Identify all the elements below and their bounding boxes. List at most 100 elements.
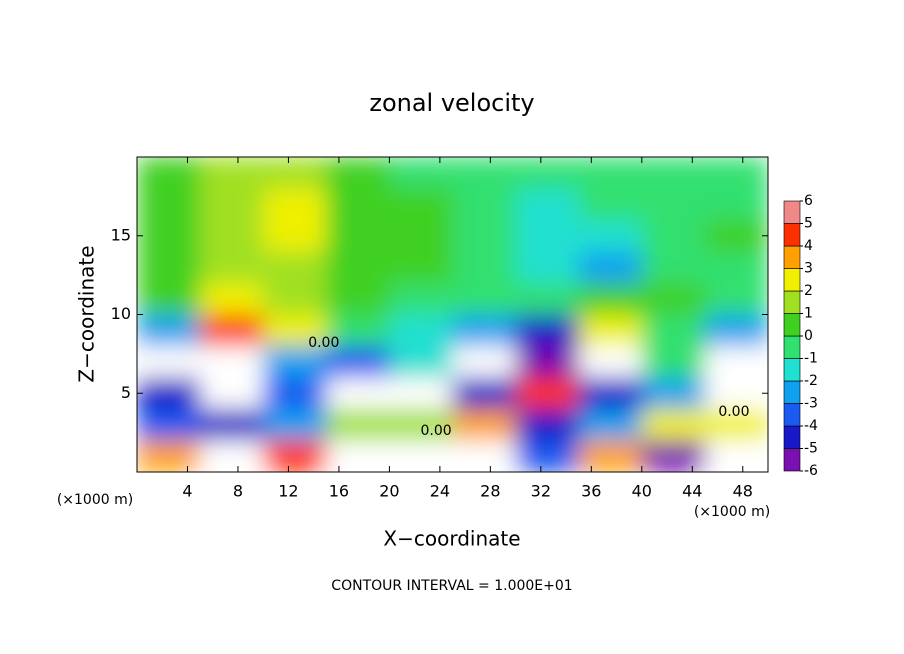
cell (515, 409, 580, 441)
cell (515, 377, 580, 410)
cell (326, 346, 390, 378)
cell (200, 377, 264, 410)
contour-label: 0.00 (421, 423, 452, 439)
cell (704, 157, 768, 189)
cell (137, 220, 201, 252)
cell (137, 440, 201, 472)
cell (452, 440, 517, 472)
cell (452, 157, 517, 189)
cell (263, 283, 327, 315)
cell (641, 409, 706, 441)
cells (137, 157, 768, 472)
cell (263, 188, 327, 221)
cell (263, 377, 327, 410)
cell (578, 188, 643, 221)
colorbar-swatch (783, 448, 801, 472)
cell (515, 314, 580, 347)
y-unit: (×1000 m) (57, 492, 133, 508)
x-tick-label: 4 (182, 482, 192, 501)
cell (326, 283, 390, 315)
cell (200, 283, 264, 315)
x-tick-label: 40 (632, 482, 652, 501)
cell (515, 283, 580, 315)
cell (704, 314, 768, 347)
y-tick-label: 5 (121, 383, 131, 402)
cell (389, 314, 453, 347)
cell (263, 409, 327, 441)
cell (200, 220, 264, 252)
contour-label: 0.00 (308, 335, 339, 351)
colorbar-label: 3 (804, 261, 813, 277)
cell (263, 346, 327, 378)
y-axis-label: Z−coordinate (75, 245, 99, 382)
colorbar-swatch (783, 313, 801, 337)
colorbar-swatch (783, 403, 801, 427)
cell (641, 220, 706, 252)
cell (452, 346, 517, 378)
cell (704, 377, 768, 410)
cell (578, 314, 643, 347)
cell (263, 314, 327, 347)
colorbar-label: 0 (804, 328, 813, 344)
cell (452, 409, 517, 441)
colorbar-swatch (783, 245, 801, 269)
cell (137, 251, 201, 284)
chart-title: zonal velocity (369, 89, 534, 117)
cell (326, 251, 390, 284)
cell (452, 283, 517, 315)
colorbar-swatch (783, 425, 801, 449)
cell (641, 188, 706, 221)
cell (641, 157, 706, 189)
cell (515, 346, 580, 378)
cell (326, 220, 390, 252)
x-tick-label: 44 (682, 482, 702, 501)
colorbar-swatch (783, 335, 801, 359)
cell (578, 251, 643, 284)
cell (515, 440, 580, 472)
x-tick-label: 8 (233, 482, 243, 501)
cell (578, 283, 643, 315)
cell (704, 220, 768, 252)
colorbar-swatch (783, 268, 801, 292)
cell (137, 188, 201, 221)
cell (200, 157, 264, 189)
cell (704, 188, 768, 221)
colorbar-label: -3 (804, 396, 818, 412)
cell (578, 409, 643, 441)
cell (452, 220, 517, 252)
cell (641, 251, 706, 284)
cell (515, 251, 580, 284)
cell (641, 346, 706, 378)
cell (389, 377, 453, 410)
cell (389, 220, 453, 252)
cell (704, 409, 768, 441)
colorbar-swatch (783, 200, 801, 224)
x-unit: (×1000 m) (694, 504, 770, 520)
cell (578, 377, 643, 410)
cell (200, 188, 264, 221)
cell (389, 409, 453, 441)
x-tick-label: 28 (480, 482, 500, 501)
cell (263, 251, 327, 284)
y-tick-label: 15 (111, 225, 131, 244)
cell (704, 251, 768, 284)
cell (389, 188, 453, 221)
colorbar-label: 4 (804, 238, 813, 254)
cell (704, 440, 768, 472)
cell (452, 251, 517, 284)
x-tick-label: 24 (430, 482, 450, 501)
cell (326, 377, 390, 410)
cell (578, 346, 643, 378)
colorbar-swatch (783, 223, 801, 247)
colorbar-label: 2 (804, 283, 813, 299)
cell (389, 157, 453, 189)
cell (641, 440, 706, 472)
cell (326, 314, 390, 347)
cell (137, 157, 201, 189)
cell (641, 314, 706, 347)
cell (515, 157, 580, 189)
colorbar-label: -6 (804, 463, 818, 479)
cell (389, 346, 453, 378)
cell (452, 377, 517, 410)
